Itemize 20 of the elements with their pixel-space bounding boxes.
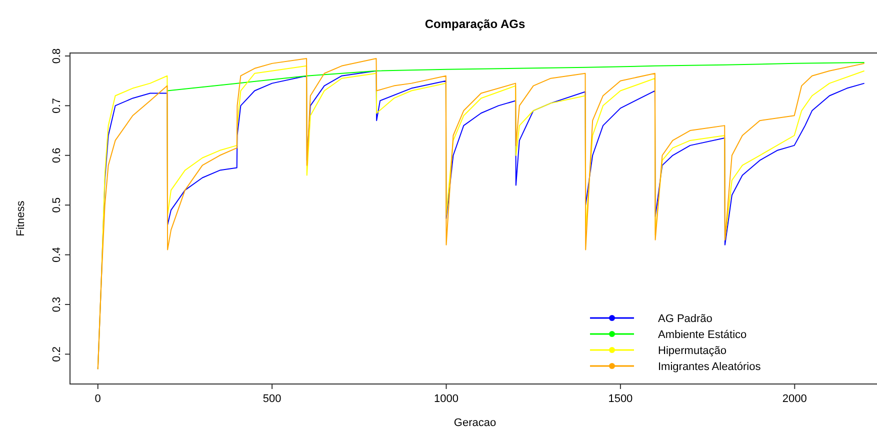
chart-title: Comparação AGs (424, 17, 526, 31)
y-tick-label: 0.6 (51, 148, 63, 164)
legend-label: Hipermutação (658, 345, 726, 357)
y-axis-title: Fitness (15, 200, 27, 236)
line-series (167, 62, 865, 92)
legend-label: Imigrantes Aleatórios (658, 361, 762, 373)
legend-label: Ambiente Estático (658, 329, 747, 341)
y-tick-label: 0.3 (51, 296, 63, 312)
y-tick-label: 0.7 (51, 98, 63, 114)
y-tick-label: 0.8 (51, 48, 63, 64)
x-tick-label: 500 (262, 393, 282, 405)
x-axis-title: Geracao (454, 417, 496, 429)
x-tick-label: 0 (94, 393, 101, 405)
x-tick-label: 1000 (434, 393, 458, 405)
x-tick-label: 1500 (608, 393, 633, 405)
y-tick-label: 0.5 (51, 197, 63, 213)
y-tick-label: 0.4 (51, 247, 63, 262)
x-tick-label: 2000 (782, 393, 807, 405)
y-tick-label: 0.2 (51, 346, 63, 362)
legend-label: AG Padrão (658, 313, 712, 325)
